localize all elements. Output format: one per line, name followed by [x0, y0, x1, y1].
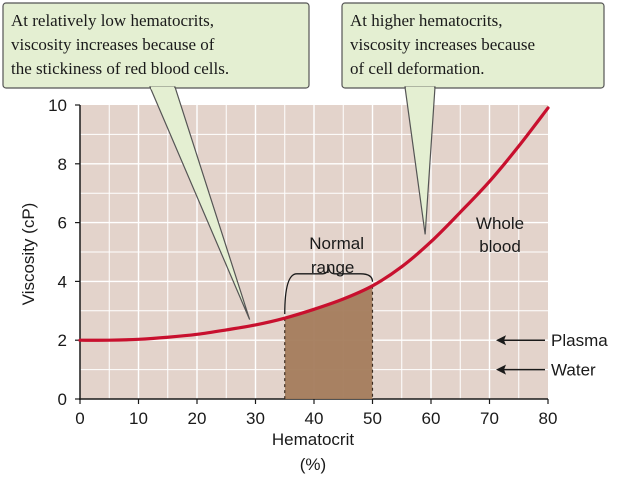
y-tick-label: 4 — [58, 272, 67, 291]
reference-arrows: Plasma Water — [496, 331, 608, 380]
x-tick-label: 0 — [75, 409, 84, 428]
whole-blood-line — [78, 106, 550, 342]
callout-box — [341, 2, 605, 89]
grid-lines — [80, 105, 548, 399]
x-tick-label: 40 — [305, 409, 324, 428]
callout-line: the stickiness of red blood cells. — [11, 59, 229, 78]
callout-line: At higher hematocrits, — [350, 11, 503, 30]
x-tick-label: 50 — [363, 409, 382, 428]
x-tick-label: 30 — [246, 409, 265, 428]
ref-arrow-head — [496, 335, 506, 346]
x-tick-label: 60 — [422, 409, 441, 428]
callouts: At relatively low hematocrits, viscosity … — [2, 2, 605, 320]
y-tick-label: 8 — [58, 155, 67, 174]
series-layer: Whole blood — [78, 106, 550, 342]
y-tick-label: 6 — [58, 214, 67, 233]
x-tick-label: 10 — [129, 409, 148, 428]
whole-blood-label-line2: blood — [479, 237, 521, 256]
x-tick-label: 80 — [539, 409, 558, 428]
normal-range-label-line2: range — [311, 258, 354, 277]
y-tick-label: 2 — [58, 331, 67, 350]
y-axis-title: Viscosity (cP) — [19, 203, 38, 306]
y-tick-label: 0 — [58, 390, 67, 409]
y-tick-label: 10 — [48, 96, 67, 115]
tick-labels: 0 10 20 30 40 50 60 70 80 0 2 4 6 8 10 — [48, 96, 557, 428]
normal-range-brace — [284, 265, 374, 315]
callout-high-hematocrit: At higher hematocrits, viscosity increase… — [341, 2, 605, 235]
normal-range: Normal range — [284, 234, 374, 399]
water-label: Water — [551, 361, 596, 380]
callout-line: At relatively low hematocrits, — [11, 11, 214, 30]
x-axis-title: Hematocrit — [272, 430, 354, 449]
callout-line: viscosity increases because — [350, 35, 535, 54]
callout-low-hematocrit: At relatively low hematocrits, viscosity … — [2, 2, 310, 320]
x-axis-unit: (%) — [300, 455, 326, 474]
plasma-label: Plasma — [551, 331, 608, 350]
x-tick-label: 70 — [480, 409, 499, 428]
ref-arrow-head — [496, 364, 506, 375]
x-tick-label: 20 — [188, 409, 207, 428]
callout-line: of cell deformation. — [350, 59, 485, 78]
normal-range-area — [284, 285, 373, 399]
normal-range-label-line1: Normal — [309, 234, 364, 253]
whole-blood-label-line1: Whole — [476, 214, 524, 233]
callout-line: viscosity increases because of — [11, 35, 215, 54]
